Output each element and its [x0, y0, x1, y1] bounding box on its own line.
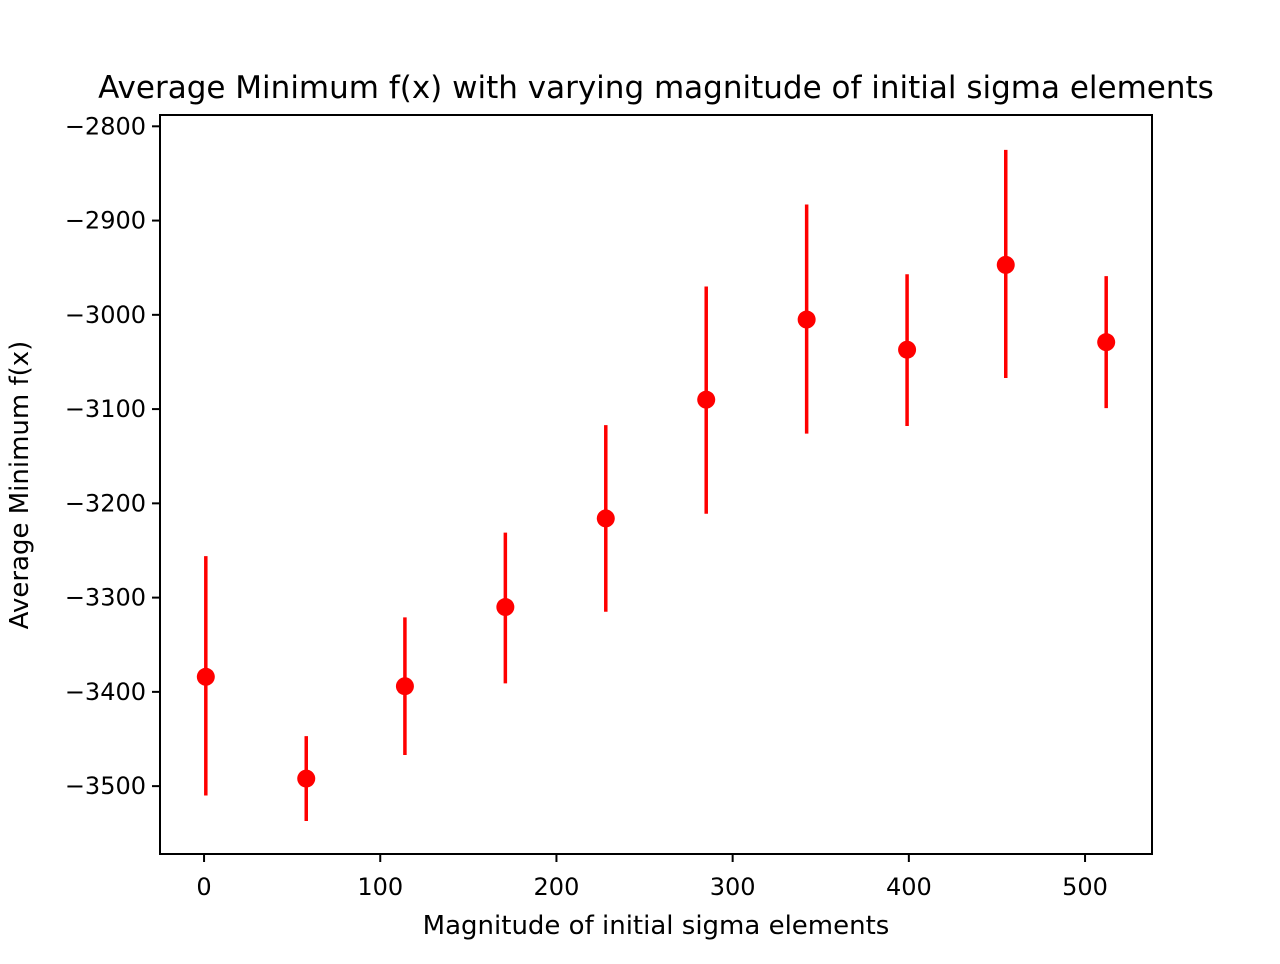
y-tick-label: −3400 [65, 678, 146, 706]
data-point [1097, 333, 1116, 352]
y-tick-label: −3200 [65, 489, 146, 517]
data-points [196, 255, 1116, 788]
y-tick-label: −3300 [65, 584, 146, 612]
y-tick-label: −3000 [65, 301, 146, 329]
x-tick-label: 100 [357, 873, 403, 901]
y-tick-label: −3100 [65, 395, 146, 423]
x-tick-label: 0 [196, 873, 211, 901]
data-point [596, 509, 615, 528]
data-point [797, 310, 816, 329]
chart-title: Average Minimum f(x) with varying magnit… [98, 70, 1214, 106]
data-point [496, 598, 515, 617]
data-point [697, 390, 716, 409]
y-axis-ticks: −2800 −2900 −3000 −3100 −3200 −3300 −3400 −3500 [65, 112, 160, 800]
y-tick-label: −2800 [65, 112, 146, 140]
x-tick-label: 500 [1062, 873, 1108, 901]
y-axis-label: Average Minimum f(x) [5, 341, 35, 630]
x-axis-ticks: 0 100 200 300 400 500 [196, 854, 1108, 901]
x-tick-label: 300 [710, 873, 756, 901]
data-point [196, 667, 215, 686]
data-point [395, 677, 414, 696]
error-bars [204, 149, 1108, 822]
y-tick-label: −2900 [65, 207, 146, 235]
data-point [996, 255, 1015, 274]
x-tick-label: 200 [534, 873, 580, 901]
x-axis-label: Magnitude of initial sigma elements [423, 911, 890, 941]
data-point [297, 769, 316, 788]
data-point [898, 340, 917, 359]
x-tick-label: 400 [886, 873, 932, 901]
plot-frame [159, 114, 1153, 855]
y-tick-label: −3500 [65, 772, 146, 800]
